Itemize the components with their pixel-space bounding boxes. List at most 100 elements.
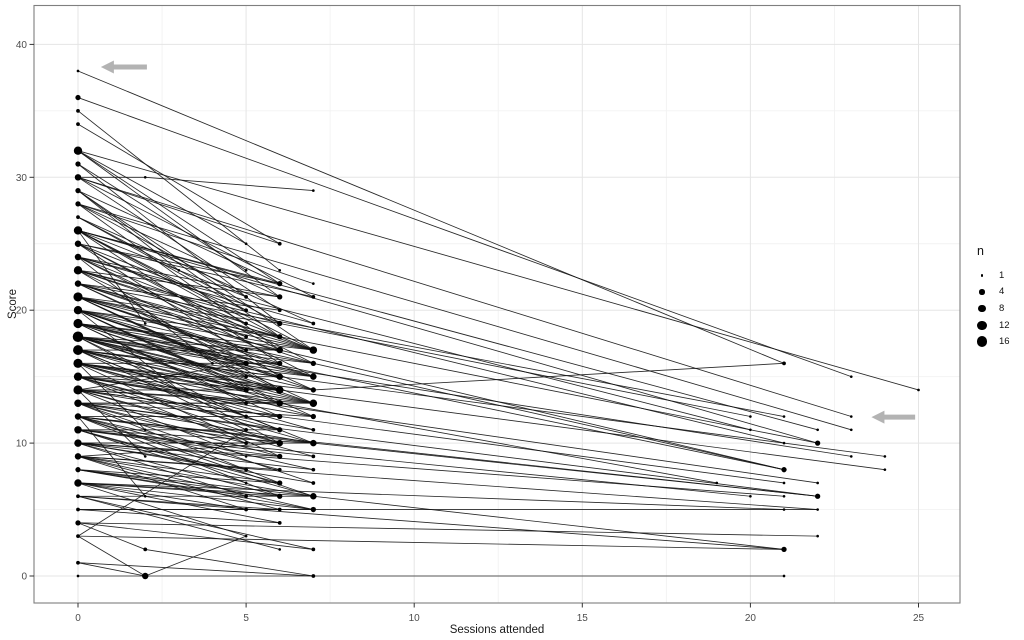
trajectory-line bbox=[77, 469, 280, 484]
data-point bbox=[311, 295, 316, 299]
data-point bbox=[244, 455, 248, 458]
trajectory-line bbox=[77, 455, 314, 497]
x-axis-tick-label: 10 bbox=[409, 613, 421, 624]
data-point bbox=[749, 428, 752, 432]
data-point bbox=[73, 266, 83, 275]
trajectory-line bbox=[77, 203, 280, 351]
legend-entry-label: 16 bbox=[999, 336, 1010, 348]
legend-entry: 4 bbox=[971, 284, 1023, 301]
y-axis-tick-label: 40 bbox=[16, 40, 28, 51]
data-point bbox=[311, 321, 316, 326]
data-point bbox=[782, 494, 786, 498]
data-point bbox=[75, 94, 81, 101]
data-point bbox=[310, 413, 316, 420]
data-point bbox=[244, 401, 248, 406]
data-point bbox=[782, 574, 786, 578]
trajectory-line bbox=[77, 176, 852, 417]
trajectory-line bbox=[77, 269, 247, 351]
trajectory-line bbox=[77, 230, 280, 285]
data-point bbox=[74, 479, 82, 487]
trajectory-line bbox=[313, 442, 818, 497]
data-point bbox=[310, 506, 316, 513]
data-point bbox=[76, 560, 80, 565]
data-point bbox=[244, 494, 248, 499]
trajectory-line bbox=[77, 123, 280, 245]
trajectory-line bbox=[77, 269, 280, 391]
data-point bbox=[782, 361, 786, 366]
x-axis-tick-label: 0 bbox=[75, 613, 81, 624]
data-point bbox=[782, 415, 786, 418]
data-point bbox=[311, 574, 316, 578]
data-point bbox=[278, 269, 282, 272]
trajectory-line bbox=[77, 323, 280, 351]
trajectory-line bbox=[77, 336, 314, 404]
data-point bbox=[75, 187, 81, 194]
data-point bbox=[815, 493, 821, 499]
y-axis-tick-label: 0 bbox=[21, 572, 27, 583]
trajectory-line bbox=[77, 442, 280, 497]
data-point bbox=[816, 534, 819, 538]
data-point bbox=[311, 547, 316, 552]
trajectory-line bbox=[77, 455, 280, 510]
trajectory-line bbox=[77, 190, 280, 285]
data-point bbox=[849, 415, 853, 418]
trajectory-line bbox=[77, 150, 247, 245]
legend-entry-label: 12 bbox=[999, 319, 1010, 331]
trajectory-line bbox=[77, 323, 280, 417]
data-point bbox=[849, 455, 853, 458]
trajectory-line bbox=[77, 482, 314, 510]
data-point bbox=[73, 358, 83, 368]
data-point bbox=[74, 413, 82, 420]
data-point bbox=[244, 269, 248, 272]
trajectory-line bbox=[77, 535, 146, 577]
trajectory-line bbox=[77, 416, 314, 444]
trajectory-line bbox=[77, 349, 314, 404]
data-point bbox=[143, 428, 147, 432]
data-point bbox=[277, 280, 283, 287]
arrow-head-icon bbox=[100, 60, 114, 74]
trajectory-line bbox=[77, 243, 314, 364]
data-point bbox=[177, 388, 181, 392]
data-point bbox=[74, 439, 82, 447]
data-point bbox=[76, 122, 80, 127]
data-point bbox=[74, 253, 82, 261]
data-point bbox=[277, 334, 283, 340]
legend-entry: 16 bbox=[971, 333, 1023, 350]
trajectory-line bbox=[145, 176, 314, 192]
trajectory-line bbox=[77, 495, 280, 550]
data-point bbox=[244, 374, 248, 379]
data-point bbox=[277, 453, 283, 460]
data-point bbox=[244, 414, 248, 419]
data-point bbox=[781, 546, 787, 553]
legend-title: n bbox=[977, 244, 984, 258]
trajectory-line bbox=[77, 402, 280, 457]
trajectory-line bbox=[77, 203, 852, 431]
trajectory-line bbox=[77, 402, 818, 497]
trajectory-line bbox=[77, 309, 314, 351]
y-axis-title: Score bbox=[7, 288, 19, 320]
legend-entry-label: 8 bbox=[999, 302, 1005, 314]
legend-size-dot-icon bbox=[971, 336, 993, 347]
trajectory-line bbox=[77, 323, 280, 378]
trajectory-line bbox=[77, 97, 852, 378]
trajectory-line bbox=[77, 230, 314, 351]
trajectory-line bbox=[77, 349, 314, 417]
data-point bbox=[312, 189, 315, 192]
trajectory-line bbox=[77, 455, 818, 510]
trajectory-line bbox=[77, 230, 818, 431]
trajectory-line bbox=[77, 150, 280, 284]
data-point bbox=[309, 399, 318, 407]
trajectory-line bbox=[77, 522, 818, 537]
trajectory-line bbox=[77, 216, 247, 311]
data-point bbox=[244, 534, 248, 538]
trajectory-line bbox=[77, 349, 314, 444]
trajectory-line bbox=[77, 376, 314, 444]
data-point bbox=[73, 146, 83, 155]
data-point bbox=[277, 241, 282, 246]
data-point bbox=[74, 399, 82, 407]
data-point bbox=[312, 282, 315, 285]
x-axis-title: Sessions attended bbox=[449, 624, 545, 636]
legend-entry-label: 4 bbox=[999, 286, 1005, 298]
data-point bbox=[72, 331, 84, 343]
